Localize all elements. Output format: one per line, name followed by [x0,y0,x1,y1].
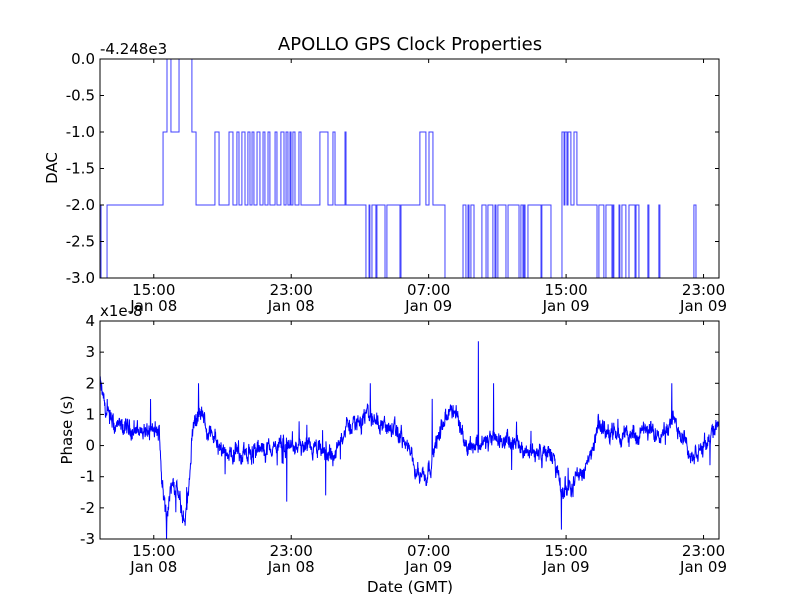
y-tick-label: -3 [80,530,95,548]
x-tick-label-date: Jan 09 [542,297,590,315]
y-tick-label: 0.0 [71,50,95,68]
y-tick-label: -1.5 [66,160,95,178]
x-tick-label-date: Jan 08 [267,297,315,315]
y-tick-label: 2 [85,374,95,392]
x-axis-label: Date (GMT) [367,578,453,596]
y-tick-label: 3 [85,343,95,361]
y-tick-label: -1 [80,468,95,486]
x-tick-label-time: 07:00 [407,542,450,560]
phase-axes: x1e-8 Phase (s) Date (GMT) 4 3 2 1 0 -1 -2 -3 15… [58,302,727,596]
y-tick-label: -2.5 [66,233,95,251]
x-tick-label-time: 23:00 [682,542,725,560]
y-tick-label: -0.5 [66,87,95,105]
x-tick-label-time: 15:00 [544,542,587,560]
x-tick-label-date: Jan 09 [679,558,727,576]
dac-series-line [100,59,719,278]
x-tick-label-date: Jan 09 [542,558,590,576]
x-tick-label-time: 23:00 [682,281,725,299]
phase-offset-text: x1e-8 [100,302,143,320]
x-tick-label-date: Jan 08 [129,297,177,315]
y-tick-label: 4 [85,312,95,330]
y-tick-label: 0 [85,437,95,455]
dac-axes: -4.248e3 DAC 0.0 -0.5 -1.0 -1.5 -2.0 -2.5 -3.0… [43,40,727,315]
y-tick-label: -2.0 [66,196,95,214]
y-tick-label: -2 [80,499,95,517]
phase-y-axis-label: Phase (s) [58,395,76,464]
x-tick-label-date: Jan 09 [404,297,452,315]
x-tick-label-time: 15:00 [544,281,587,299]
y-tick-label: 1 [85,405,95,423]
x-tick-label-time: 23:00 [270,542,313,560]
dac-y-axis-label: DAC [43,152,61,184]
x-tick-label-time: 07:00 [407,281,450,299]
x-tick-label-time: 15:00 [132,281,175,299]
x-tick-label-time: 23:00 [270,281,313,299]
y-tick-label: -1.0 [66,123,95,141]
y-tick-label: -3.0 [66,269,95,287]
x-tick-label-date: Jan 08 [267,558,315,576]
phase-series-line [100,341,719,539]
x-tick-label-date: Jan 09 [404,558,452,576]
x-tick-label-date: Jan 09 [679,297,727,315]
axes-frame [99,320,720,540]
x-tick-label-date: Jan 08 [129,558,177,576]
dac-offset-text: -4.248e3 [100,40,167,58]
chart-title: APOLLO GPS Clock Properties [278,34,542,55]
x-tick-label-time: 15:00 [132,542,175,560]
